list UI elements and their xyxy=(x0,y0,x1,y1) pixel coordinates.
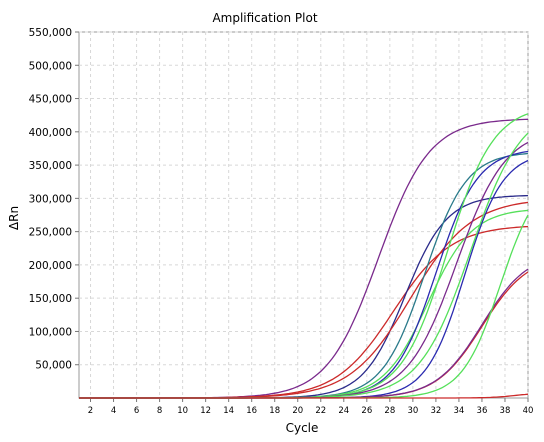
y-tick-label: 550,000 xyxy=(29,27,72,39)
x-tick-label: 30 xyxy=(407,406,418,416)
y-tick-label: 100,000 xyxy=(29,326,72,338)
x-axis-ticks: 2 4 6 8 10 12 14 16 18 20 22 24 26 28 30 32 34 36 38 40 xyxy=(88,398,534,416)
x-tick-label: 16 xyxy=(246,406,257,416)
x-tick-label: 6 xyxy=(134,406,139,416)
x-tick-label: 34 xyxy=(454,406,465,416)
x-tick-label: 28 xyxy=(384,406,395,416)
y-axis-label: ΔRn xyxy=(7,206,21,230)
x-tick-label: 12 xyxy=(200,406,211,416)
x-tick-label: 26 xyxy=(361,406,372,416)
y-tick-label: 400,000 xyxy=(29,127,72,139)
chart-title: Amplification Plot xyxy=(212,11,317,25)
x-tick-label: 20 xyxy=(292,406,303,416)
x-tick-label: 8 xyxy=(157,406,162,416)
y-tick-label: 450,000 xyxy=(29,94,72,106)
x-tick-label: 2 xyxy=(88,406,93,416)
x-tick-label: 10 xyxy=(177,406,188,416)
x-tick-label: 32 xyxy=(430,406,441,416)
y-tick-label: 50,000 xyxy=(35,360,72,372)
series-lines xyxy=(79,113,529,399)
y-tick-label: 300,000 xyxy=(29,193,72,205)
x-tick-label: 14 xyxy=(223,406,234,416)
y-tick-label: 150,000 xyxy=(29,293,72,305)
x-tick-label: 40 xyxy=(523,406,534,416)
y-tick-label: 200,000 xyxy=(29,260,72,272)
y-axis-ticks: 50,000 100,000 150,000 200,000 250,000 300,00… xyxy=(29,27,79,372)
plot-area xyxy=(78,31,529,399)
x-tick-label: 36 xyxy=(477,406,488,416)
x-axis-label: Cycle xyxy=(286,421,319,435)
x-tick-label: 38 xyxy=(500,406,511,416)
y-tick-label: 250,000 xyxy=(29,227,72,239)
x-tick-label: 4 xyxy=(111,406,116,416)
x-tick-label: 22 xyxy=(315,406,326,416)
y-tick-label: 500,000 xyxy=(29,60,72,72)
x-tick-label: 24 xyxy=(338,406,349,416)
x-tick-label: 18 xyxy=(269,406,280,416)
y-tick-label: 350,000 xyxy=(29,160,72,172)
series-line-15 xyxy=(79,393,529,399)
